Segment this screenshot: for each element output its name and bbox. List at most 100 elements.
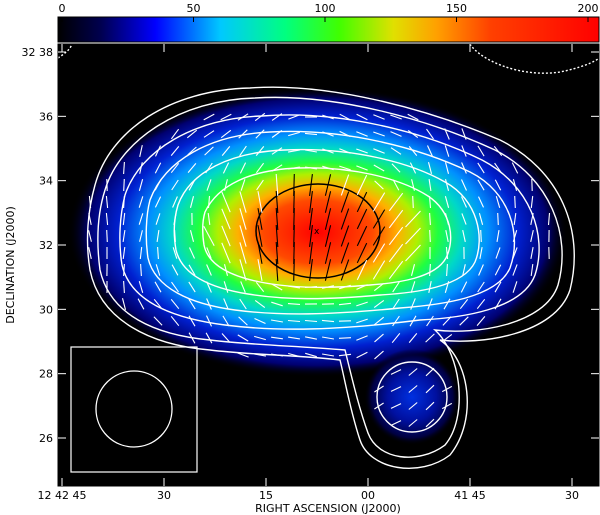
polarization-vector	[410, 264, 416, 276]
polarization-vector	[388, 260, 404, 280]
polarization-vector	[153, 298, 163, 310]
polarization-vector	[494, 281, 502, 293]
polarization-vector	[139, 246, 143, 260]
polarization-vector	[238, 129, 248, 139]
polarization-vector	[339, 148, 351, 154]
x-tick-label: 30	[565, 489, 579, 502]
polarization-vector	[205, 332, 213, 344]
polarization-vector	[512, 247, 518, 259]
contour-top-left	[58, 44, 73, 59]
contour-3	[119, 114, 540, 330]
polarization-vector	[356, 301, 368, 307]
polarization-vector	[479, 246, 483, 260]
x-tick-label: 00	[361, 489, 375, 502]
x-tick-label: 41 45	[454, 489, 486, 502]
polarization-vector	[390, 403, 402, 409]
polarization-vector	[139, 162, 143, 174]
polarization-vector	[392, 298, 400, 310]
polarization-vector	[257, 225, 263, 247]
polarization-vector	[287, 149, 301, 153]
y-tick-label: 30	[39, 303, 53, 316]
polarization-vector	[461, 213, 467, 225]
polarization-vector	[408, 419, 418, 427]
polarization-vector	[288, 336, 300, 340]
polarization-vector	[338, 337, 352, 339]
polarization-vector	[304, 285, 318, 289]
polarization-vector	[477, 281, 485, 293]
y-tick-label: 32	[39, 239, 53, 252]
polarization-vector	[441, 333, 453, 343]
polarization-vector	[221, 191, 231, 213]
polarization-vector	[122, 212, 126, 226]
polarization-vector	[122, 247, 126, 259]
polarization-vector	[239, 208, 247, 230]
polarization-vector	[271, 283, 283, 291]
polarization-vector	[203, 113, 215, 121]
polarization-vector	[222, 315, 230, 327]
polarization-vector	[340, 174, 350, 196]
polarization-vector	[140, 263, 142, 277]
polarization-vector	[460, 196, 468, 208]
polarization-vector	[373, 299, 385, 309]
polarization-vector	[408, 385, 418, 393]
polarization-vector	[257, 208, 263, 230]
polarization-vector	[356, 225, 368, 247]
polarization-vector	[206, 247, 212, 259]
polarization-vector	[390, 131, 402, 137]
polarization-vector	[405, 244, 421, 262]
polarization-vector	[374, 333, 384, 343]
polarization-vector	[373, 164, 385, 172]
polarization-vector	[271, 147, 283, 155]
polarization-vector	[122, 230, 126, 242]
polarization-vector	[106, 229, 108, 243]
polarization-vector	[444, 281, 450, 293]
polarization-vector	[322, 114, 334, 120]
polarization-vector	[240, 179, 246, 191]
polarization-vector	[478, 196, 484, 208]
polarization-vector	[138, 179, 144, 191]
axis-ticks: 12 42 45 30 15 00 41 45 30 32 38 36 34 32 30 28 26	[22, 44, 599, 502]
polarization-vector	[476, 298, 486, 310]
polarization-vector	[254, 335, 266, 341]
polarization-vector	[153, 316, 163, 326]
polarization-vector	[460, 281, 468, 293]
polarization-vector	[372, 192, 386, 212]
polarization-vector	[390, 420, 402, 426]
y-tick-label: 36	[39, 110, 53, 123]
polarization-vector	[223, 298, 229, 310]
polarization-vector	[324, 208, 332, 230]
polarization-vector	[392, 281, 400, 293]
polarization-vector	[460, 179, 468, 191]
polarization-vector	[203, 226, 215, 246]
polarization-vector	[356, 242, 368, 264]
polarization-vector	[309, 242, 313, 264]
polarization-vector	[339, 113, 351, 121]
polarization-vector	[494, 179, 502, 191]
polarization-vector	[461, 162, 467, 174]
polarization-vector	[356, 131, 368, 137]
polarization-vector	[356, 113, 368, 121]
polarization-vector	[322, 131, 334, 137]
polarization-vector	[427, 162, 433, 174]
polarization-vector	[426, 128, 434, 140]
polarization-vector	[257, 191, 263, 213]
polarization-vector	[476, 316, 486, 326]
polarization-vector	[309, 191, 313, 213]
contour-4	[145, 130, 516, 315]
polarization-vector	[206, 315, 212, 327]
polarization-vector	[339, 284, 351, 290]
polarization-vector	[441, 385, 453, 393]
polarization-vector	[459, 316, 469, 326]
core-marker: x	[314, 227, 320, 237]
polarization-vector	[309, 259, 313, 281]
polarization-vector	[174, 229, 176, 243]
polarization-vector	[340, 225, 350, 247]
polarization-vector	[172, 247, 178, 259]
polarization-vector	[123, 161, 125, 175]
polarization-vector	[356, 165, 368, 171]
polarization-vector	[429, 212, 431, 226]
polarization-vector	[154, 179, 162, 191]
polarization-vector	[123, 263, 125, 277]
polarization-vector	[304, 336, 318, 340]
polarization-vector	[356, 318, 368, 324]
